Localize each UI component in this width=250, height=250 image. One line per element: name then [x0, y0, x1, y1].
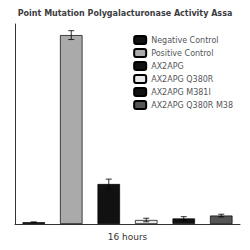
svg-text:Point Mutation Polygalacturona: Point Mutation Polygalacturonase Activit…: [18, 9, 233, 18]
svg-text:Negative Control: Negative Control: [151, 36, 218, 45]
svg-text:AX2APG Q380R M38: AX2APG Q380R M38: [151, 101, 233, 110]
svg-text:Positive Control: Positive Control: [151, 49, 213, 58]
svg-text:16 hours: 16 hours: [108, 232, 148, 242]
svg-text:AX2APG: AX2APG: [151, 62, 184, 71]
svg-text:AX2APG M381I: AX2APG M381I: [151, 88, 211, 97]
svg-text:AX2APG Q380R: AX2APG Q380R: [151, 75, 214, 84]
